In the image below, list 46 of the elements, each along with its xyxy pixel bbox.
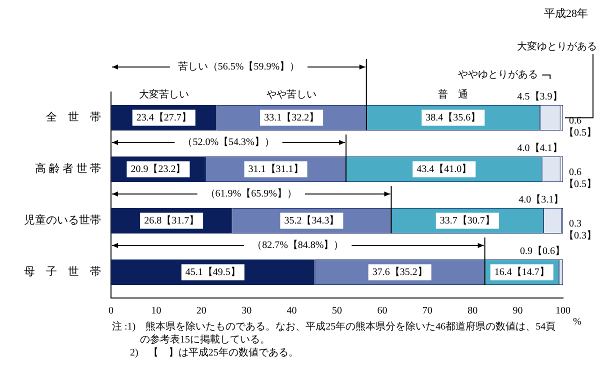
annotation: （52.0%【54.3%】） — [182, 136, 274, 148]
y-tick-label: 全 世 帯 — [46, 110, 101, 124]
data-label: 4.5【3.9】 — [517, 90, 562, 103]
x-tick-label: 20 — [196, 306, 206, 317]
text: ややゆとりがある — [458, 70, 538, 81]
chart-subtitle: 平成28年 — [544, 6, 588, 20]
data-label: 0.3【0.3】 — [564, 218, 596, 242]
data-label: 43.4【41.0】 — [416, 162, 472, 175]
x-tick-label: 50 — [332, 306, 342, 317]
data-label: 23.4【27.7】 — [136, 111, 192, 124]
data-label: 20.9【23.2】 — [130, 162, 186, 175]
data-label: 38.4【35.6】 — [426, 111, 481, 124]
x-tick-label: 100 — [556, 306, 570, 317]
annotation: （82.7%【84.8%】） — [252, 239, 344, 252]
annotation: （61.9%【65.9%】） — [205, 188, 297, 200]
data-label: 4.0【3.1】 — [518, 194, 564, 206]
x-tick-label: 60 — [377, 306, 388, 317]
data-label: 26.8【31.7】 — [144, 214, 200, 226]
text: 大変ゆとりがある — [517, 40, 597, 53]
data-label: 0.6【0.5】 — [564, 166, 596, 190]
x-axis-title: % — [573, 316, 582, 328]
series-label: 普 通 — [438, 88, 468, 101]
data-label: 33.7【30.7】 — [440, 214, 495, 226]
y-tick-label: 母 子 世 帯 — [24, 265, 101, 278]
data-label: 4.0【4.1】 — [517, 142, 562, 154]
x-tick-label: 10 — [151, 306, 162, 317]
data-label: 37.6【35.2】 — [372, 266, 428, 278]
y-tick-label: 高 齢 者 世 帯 — [35, 162, 101, 176]
series-label: 大変苦しい — [138, 88, 189, 101]
x-tick-label: 40 — [286, 306, 297, 317]
text: 注 :1) 熊本県を除いたものである。なお、平成25年の熊本県分を除いた46都道府県の数値は、54頁の参考表15に掲載している。 — [112, 320, 556, 346]
y-tick-label: 児童のいる世帯 — [24, 214, 101, 227]
x-tick-label: 30 — [242, 306, 252, 317]
x-tick-label: 70 — [422, 306, 432, 317]
text: 2) 【 】は平成25年の数値である。 — [130, 346, 298, 359]
data-label: 31.1【31.1】 — [248, 162, 304, 175]
data-label: 33.1【32.2】 — [264, 111, 320, 124]
data-label: 0.9【0.6】 — [520, 245, 565, 258]
data-label: 35.2【34.3】 — [284, 214, 340, 226]
x-tick-label: 90 — [512, 306, 523, 317]
data-label: 16.4【14.7】 — [494, 266, 550, 278]
x-tick-label: 0 — [108, 306, 114, 317]
data-label: 45.1【49.5】 — [185, 266, 240, 278]
x-tick-label: 80 — [468, 306, 478, 317]
series-label: やや苦しい — [266, 88, 317, 101]
text: 苦しい（56.5%【59.9%】） — [178, 60, 300, 73]
